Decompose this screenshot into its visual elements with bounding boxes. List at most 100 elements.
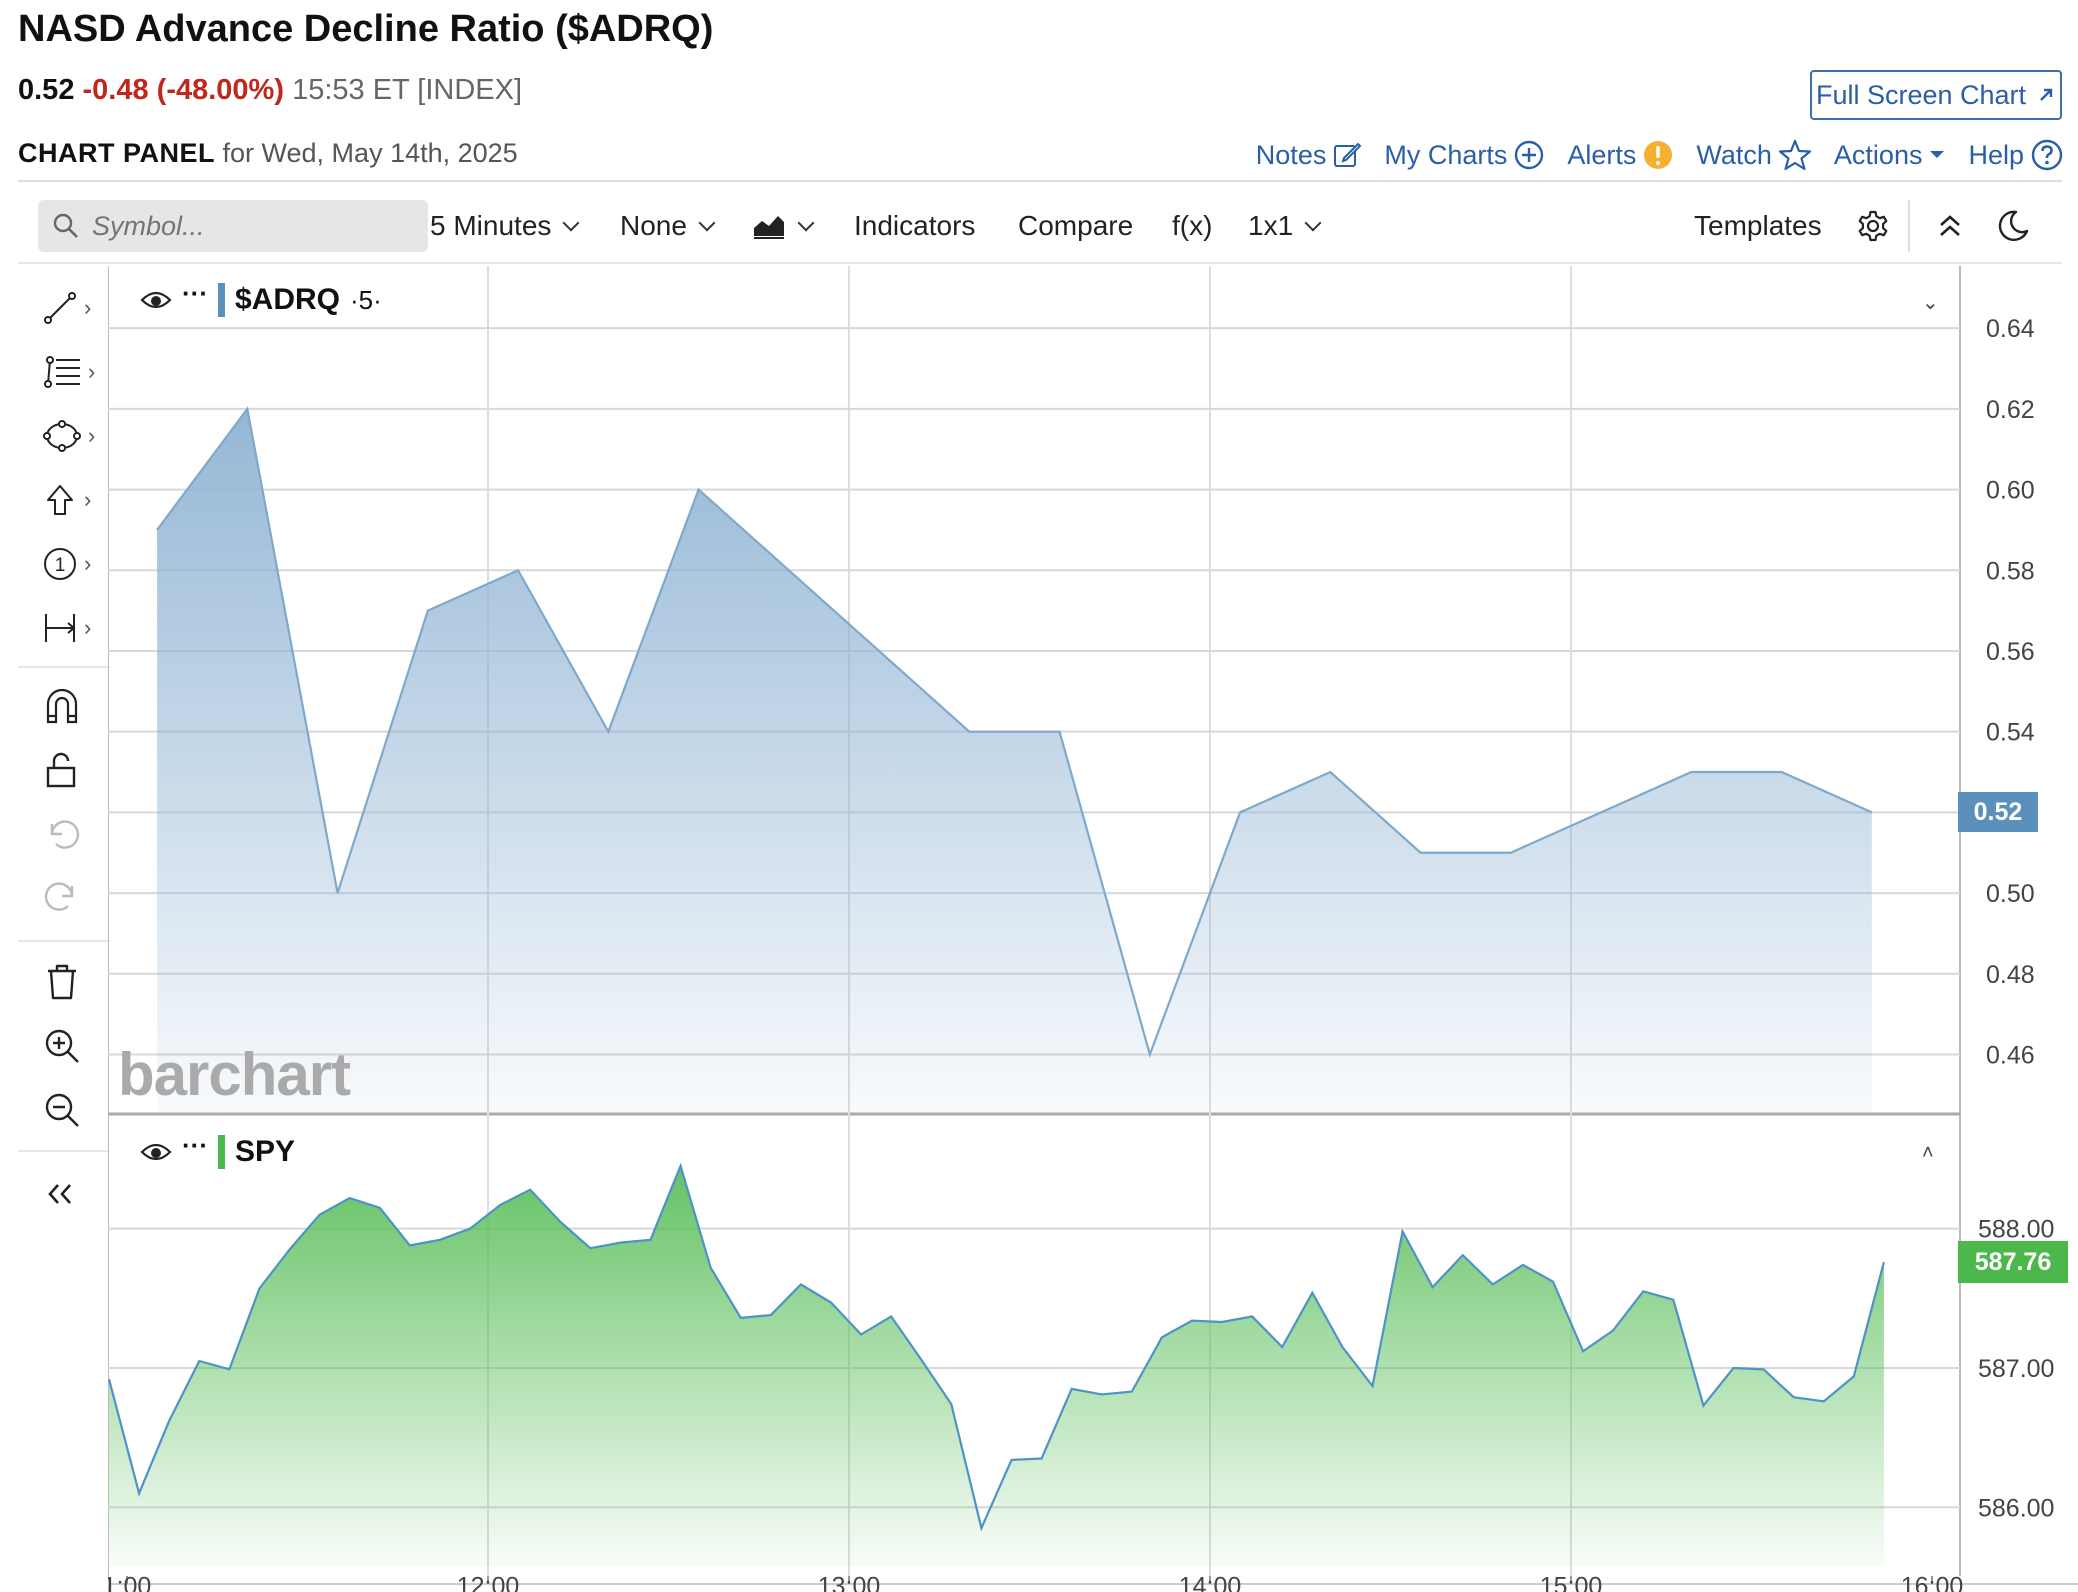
chart-area[interactable]: 1:00 12:00 13:00 14:00 15:00 16:00 0.64 0.62 0.6… (108, 266, 2078, 1592)
delete-drawings-button[interactable] (42, 956, 102, 1008)
arrow-tool[interactable]: › (42, 474, 102, 526)
y-tick-label: 588.00 (1978, 1216, 2054, 1244)
alert-icon (1644, 141, 1673, 169)
tools-divider (18, 666, 108, 668)
my-charts-label: My Charts (1384, 139, 1508, 170)
notes-label: Notes (1255, 139, 1327, 170)
fib-tool[interactable]: › (42, 346, 102, 398)
spy-line (108, 1162, 1885, 1532)
symbol-search[interactable] (38, 200, 428, 252)
zoom-out-button[interactable] (42, 1084, 102, 1136)
more-options-icon[interactable]: ··· (182, 277, 208, 308)
dark-mode-toggle[interactable] (1996, 204, 2030, 248)
pane-collapse-icon[interactable]: ⌄ (1922, 292, 1939, 314)
chart-panel-label: CHART PANEL for Wed, May 14th, 2025 (18, 138, 518, 169)
collapse-toolbar-button[interactable] (1936, 204, 1964, 248)
watch-link[interactable]: Watch (1696, 138, 1812, 172)
external-arrow-icon (2040, 88, 2053, 101)
unlock-icon (46, 752, 76, 788)
y-tick-label: 0.48 (1986, 961, 2035, 989)
y-tick-label: 586.00 (1978, 1494, 2054, 1522)
eye-icon[interactable] (140, 289, 172, 311)
chevron-down-icon (562, 214, 580, 232)
spy-legend: ··· SPY (140, 1130, 296, 1169)
templates-button[interactable]: Templates (1694, 210, 1822, 241)
x-tick-label: 13:00 (818, 1573, 881, 1592)
annotation-tool[interactable]: 1 › (42, 538, 102, 590)
settings-button[interactable] (1856, 204, 1890, 248)
panel-date: for Wed, May 14th, 2025 (222, 138, 518, 168)
measure-tool[interactable]: › (42, 602, 102, 654)
chevron-down-icon (698, 214, 716, 232)
moon-icon (1998, 210, 2029, 242)
compare-button[interactable]: Compare (1018, 210, 1134, 241)
spy-symbol: SPY (234, 1135, 296, 1168)
x-tick-label: 16:00 (1901, 1573, 1964, 1592)
x-tick-label: 12:00 (457, 1573, 520, 1592)
chart-toolbar: 5 Minutes None Indicators Compare f(x) 1… (18, 196, 2062, 260)
trash-icon (48, 964, 76, 1000)
adrq-area-fill (157, 408, 1872, 1112)
arrow-up-icon (47, 485, 73, 515)
axis-layer: 1:00 12:00 13:00 14:00 15:00 16:00 0.64 0.62 0.6… (108, 315, 2054, 1592)
eye-icon[interactable] (140, 1141, 172, 1163)
layout-select[interactable]: 1x1 (1248, 204, 1322, 248)
tools-divider (18, 940, 108, 942)
line-tool[interactable]: › (42, 282, 102, 334)
y-tick-label: 587.00 (1978, 1355, 2054, 1383)
full-screen-label: Full Screen Chart (1815, 79, 2027, 110)
lock-tool[interactable] (42, 744, 102, 796)
pane-expand-icon[interactable]: ˄ (1922, 1142, 1934, 1164)
page-title: NASD Advance Decline Ratio ($ADRQ) (18, 8, 714, 50)
actions-menu[interactable]: Actions (1834, 140, 1947, 171)
zoom-in-button[interactable] (42, 1020, 102, 1072)
interval-select[interactable]: 5 Minutes (430, 204, 580, 248)
edit-icon (1334, 142, 1362, 167)
more-options-icon[interactable]: ··· (182, 1129, 208, 1160)
toolbar-divider-line (18, 262, 2062, 264)
measure-icon (45, 614, 76, 642)
drawing-tools-sidebar: › › › › 1 › › (18, 266, 108, 1586)
gear-icon (1858, 210, 1888, 242)
notes-link[interactable]: Notes (1256, 140, 1363, 171)
header-divider (18, 180, 2062, 182)
undo-button[interactable] (42, 808, 102, 860)
search-input[interactable] (90, 209, 414, 243)
chevron-right-icon: › (88, 423, 96, 448)
function-button[interactable]: f(x) (1172, 210, 1213, 241)
collapse-sidebar-button[interactable] (42, 1168, 102, 1220)
chart-type-select[interactable] (752, 204, 815, 248)
help-icon (2031, 139, 2063, 171)
alerts-link[interactable]: Alerts (1567, 139, 1674, 171)
magnet-tool[interactable] (42, 680, 102, 732)
x-tick-label: 14:00 (1179, 1573, 1242, 1592)
trend-line-icon (44, 292, 76, 324)
x-tick-label: 15:00 (1540, 1573, 1603, 1592)
toolbar-divider (1908, 200, 1910, 252)
y-tick-label: 0.64 (1986, 315, 2035, 343)
spy-area-fill (109, 1166, 1884, 1566)
aggregation-label: None (620, 210, 687, 241)
y-tick-label: 0.62 (1986, 396, 2035, 424)
indicators-button[interactable]: Indicators (854, 210, 976, 241)
caret-down-icon (1930, 151, 1945, 158)
quote-time: 15:53 ET [INDEX] (292, 74, 523, 106)
aggregation-select[interactable]: None (620, 204, 716, 248)
top-links: Notes My Charts Alerts Watch Actions Hel… (1256, 132, 2064, 178)
y-tick-label: 0.60 (1986, 477, 2035, 505)
help-link[interactable]: Help (1968, 138, 2064, 172)
series-color-bar (217, 1135, 225, 1169)
watch-label: Watch (1696, 139, 1772, 170)
full-screen-chart-button[interactable]: Full Screen Chart (1810, 70, 2062, 120)
star-icon (1778, 139, 1812, 171)
my-charts-link[interactable]: My Charts (1384, 139, 1545, 171)
chevron-down-icon (1304, 214, 1322, 232)
layout-label: 1x1 (1248, 210, 1294, 241)
series-color-bar (217, 283, 225, 317)
shape-tool[interactable]: › (42, 410, 102, 462)
series-layer (108, 406, 1885, 1566)
y-tick-label: 0.54 (1986, 719, 2035, 747)
redo-button[interactable] (42, 870, 102, 922)
chevron-right-icon: › (84, 487, 92, 512)
svg-text:1: 1 (55, 555, 66, 576)
